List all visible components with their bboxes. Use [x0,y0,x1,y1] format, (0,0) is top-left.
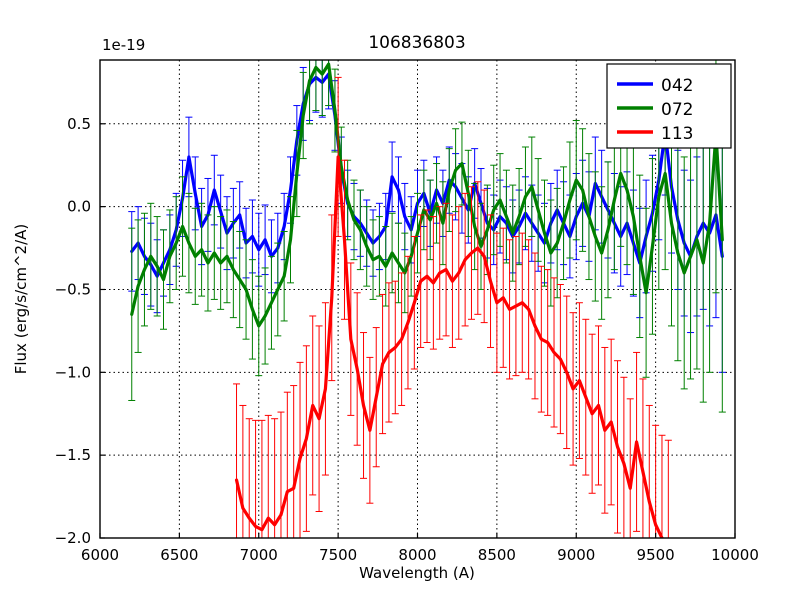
x-tick-label: 9500 [637,546,675,564]
x-tick-label: 9000 [557,546,595,564]
page-title: 106836803 [368,33,465,53]
data-series-layer [128,60,726,538]
x-tick-label: 7000 [240,546,278,564]
legend-box [606,63,732,149]
y-tick-label: −1.5 [55,446,91,464]
series-line-113 [234,155,664,538]
x-tick-label: 8500 [478,546,516,564]
y-tick-label: 0.5 [67,115,91,133]
axis-ticks: 6000 6500 7000 7500 8000 8500 9000 9500 10000 0.5… [55,115,759,564]
legend-label-113: 113 [661,124,693,144]
x-tick-label: 6500 [160,546,198,564]
y-axis-offset-text: 1e-19 [102,36,145,54]
y-tick-label: 0.0 [67,198,91,216]
legend[interactable]: 042 072 113 [606,63,732,149]
legend-label-072: 072 [661,100,693,120]
series-line-042 [130,72,724,278]
y-tick-label: −2.0 [55,529,91,547]
x-axis-label: Wavelength (A) [359,564,475,582]
x-tick-label: 7500 [319,546,357,564]
x-tick-label: 10000 [711,546,759,564]
y-tick-label: −1.0 [55,363,91,381]
series-072 [128,60,726,413]
x-tick-label: 8000 [398,546,436,564]
x-tick-label: 6000 [81,546,119,564]
y-tick-label: −0.5 [55,280,91,298]
y-axis-label: Flux (erg/s/cm^2/A) [12,224,30,375]
series-113 [233,76,672,538]
legend-label-042: 042 [661,76,693,96]
